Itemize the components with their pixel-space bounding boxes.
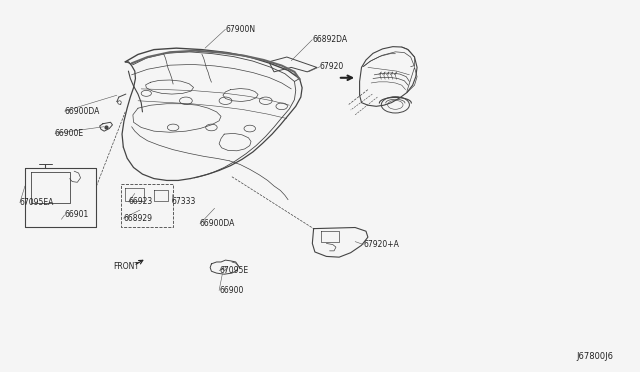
Text: 668929: 668929 (124, 214, 152, 223)
Text: 66900: 66900 (219, 286, 243, 295)
Text: 67920: 67920 (320, 62, 344, 71)
Text: 66900E: 66900E (55, 129, 84, 138)
Text: FRONT: FRONT (114, 262, 140, 271)
Text: 66900DA: 66900DA (200, 219, 236, 228)
Text: 67900N: 67900N (225, 25, 255, 34)
Text: 66892DA: 66892DA (312, 35, 348, 44)
Text: 66923: 66923 (129, 198, 153, 206)
Text: 67920+A: 67920+A (364, 240, 399, 249)
Text: 66901: 66901 (65, 211, 89, 219)
Text: 67333: 67333 (172, 198, 196, 206)
Text: 67095EA: 67095EA (20, 198, 54, 207)
Text: J67800J6: J67800J6 (577, 352, 614, 361)
Text: 66900DA: 66900DA (65, 107, 100, 116)
Text: 67095E: 67095E (219, 266, 248, 275)
